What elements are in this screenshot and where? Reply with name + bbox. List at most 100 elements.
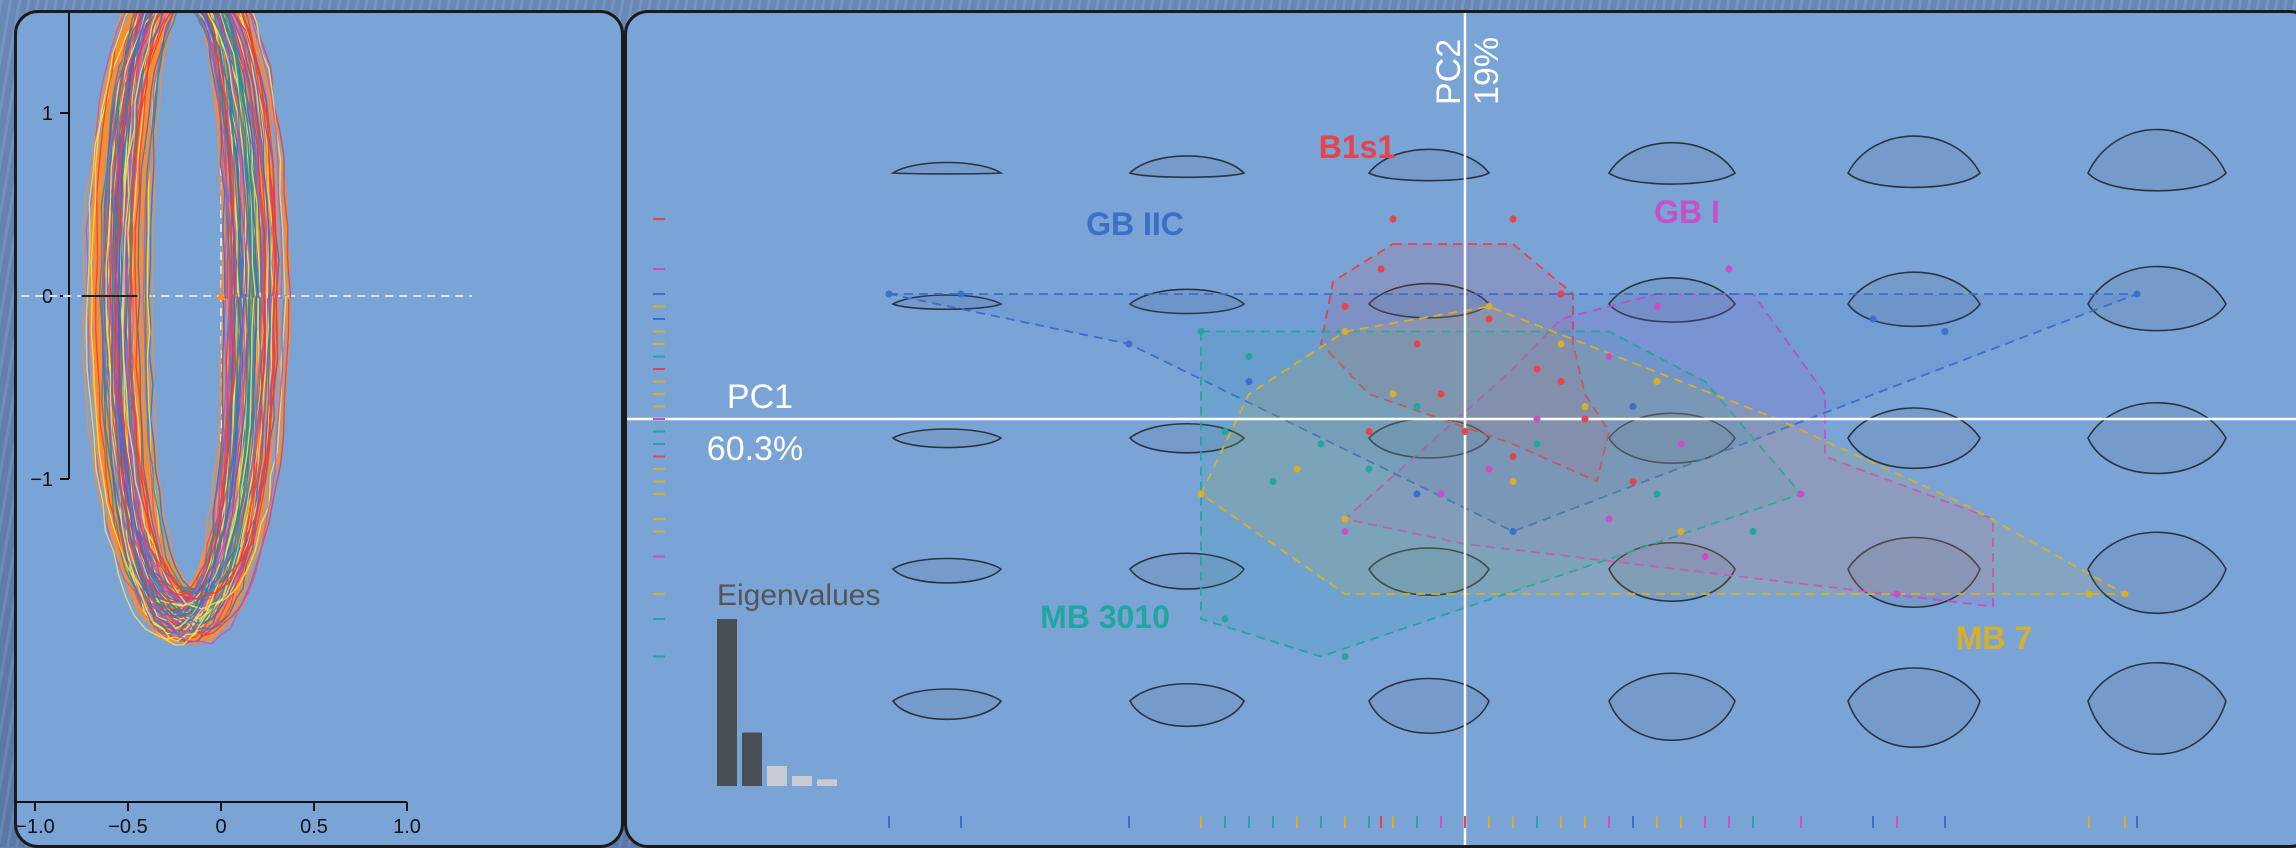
pc2-rug [653,218,665,658]
point-gb-iic [1413,490,1421,498]
outline-plot-panel: −1.5−1.0−0.500.51.0210−1 [14,10,624,848]
eigenvalue-bar [767,765,787,786]
eigenvalue-bar [792,775,812,786]
pc1-rug [888,816,2138,828]
shape-outline [1367,417,1491,459]
point-gb-iic [1509,528,1517,535]
y-tick-label: −1 [30,469,53,491]
shape-outline [1607,141,1737,185]
shape-outline [891,294,1003,311]
point-mb-7 [1653,378,1661,385]
pc2-label: PC2 [1430,39,1468,105]
pc1-label: PC1 [727,378,793,416]
point-gb-iic [1245,378,1253,385]
point-gb-iic [885,290,893,298]
point-b1s1 [1509,453,1517,460]
point-gb-i [1341,528,1349,535]
point-gb-i [1533,415,1541,423]
point-mb-3010 [1653,490,1661,498]
morphospace-shape-grid [890,128,2227,755]
group-label-gb-iic: GB IIC [1086,206,1184,242]
x-tick-label: −1.0 [17,816,55,838]
outline-curve [122,13,287,610]
shape-outline [891,688,1003,721]
point-mb-7 [1389,390,1397,398]
pc2-percent: 19% [1468,37,1506,105]
shape-outline [891,428,1003,449]
pca-scatter-plot: PC1 60.3% PC2 19% B1s1 GB I GB IIC MB 3010 MB 7 E… [627,13,2296,845]
eigenvalue-bar [717,619,737,786]
point-b1s1 [1485,315,1493,323]
outline-curve [136,13,272,632]
point-mb-7 [1485,303,1493,310]
point-b1s1 [1365,428,1373,435]
point-gb-i [1725,265,1733,273]
eigenvalues-label: Eigenvalues [717,579,880,612]
group-label-gb-i: GB I [1654,194,1720,230]
shape-outline [1847,536,1981,608]
shape-outline [1367,148,1491,182]
point-gb-i [1653,303,1661,310]
shape-outline [1847,667,1981,748]
shape-outline [891,557,1003,584]
outline-curve [105,13,250,642]
shape-outline [1128,288,1246,315]
pca-morphospace-panel: PC1 60.3% PC2 19% B1s1 GB I GB IIC MB 3010 MB 7 E… [624,10,2296,848]
shape-outline [2087,265,2227,332]
shape-outline [1128,422,1246,454]
y-tick-label: 1 [42,103,53,125]
point-b1s1 [1509,215,1517,223]
eigenvalue-bar [817,779,837,786]
hull-mb-3010 [1200,330,1803,658]
point-gb-i [1677,440,1685,448]
point-mb-3010 [1341,653,1349,660]
shape-outline [1129,682,1245,727]
point-mb-3010 [1245,353,1253,360]
outline-curve [134,13,267,635]
point-mb-3010 [1413,403,1421,410]
outline-plot: −1.5−1.0−0.500.51.0210−1 [17,13,473,838]
x-tick-label: −0.5 [108,816,147,838]
point-mb-3010 [1317,440,1325,448]
y-tick-label: 0 [42,286,53,308]
outline-group [82,13,292,646]
point-gb-iic [2133,290,2141,298]
point-mb-7 [1341,515,1349,523]
pc1-percent: 60.3% [707,430,803,468]
point-gb-i [1605,515,1613,523]
point-mb-7 [2085,590,2093,598]
shape-outline [1368,677,1490,735]
shape-outline [1607,277,1737,323]
point-gb-i [1605,353,1613,360]
group-hulls [888,243,2138,658]
point-gb-iic [1869,315,1877,323]
shape-outline [2087,662,2227,755]
eigenvalue-bar [742,732,762,786]
point-mb-7 [1509,478,1517,485]
point-gb-iic [1125,340,1133,348]
shape-outline [1847,135,1981,189]
x-tick-label: 0.5 [300,816,328,838]
point-b1s1 [1413,340,1421,348]
shape-outline [2087,531,2227,614]
point-gb-iic [1941,328,1949,335]
point-b1s1 [1533,365,1541,373]
shape-outline [2087,401,2227,475]
point-gb-iic [1629,403,1637,410]
point-gb-i [1701,553,1709,560]
data-points [885,215,2141,660]
outline-curve [113,13,279,600]
shape-outline [1847,407,1981,470]
point-mb-3010 [1749,528,1757,535]
x-tick-label: 0 [215,816,226,838]
point-gb-i [1893,590,1901,598]
shape-outline [1128,552,1246,590]
point-gb-iic [957,290,965,298]
center-marker [216,291,226,300]
outline-curve [123,13,248,604]
shape-outline [1608,672,1736,741]
point-mb-3010 [1269,478,1277,485]
x-tick-label: 1.0 [393,816,421,838]
point-mb-7 [1677,528,1685,535]
point-gb-i [1437,490,1445,498]
